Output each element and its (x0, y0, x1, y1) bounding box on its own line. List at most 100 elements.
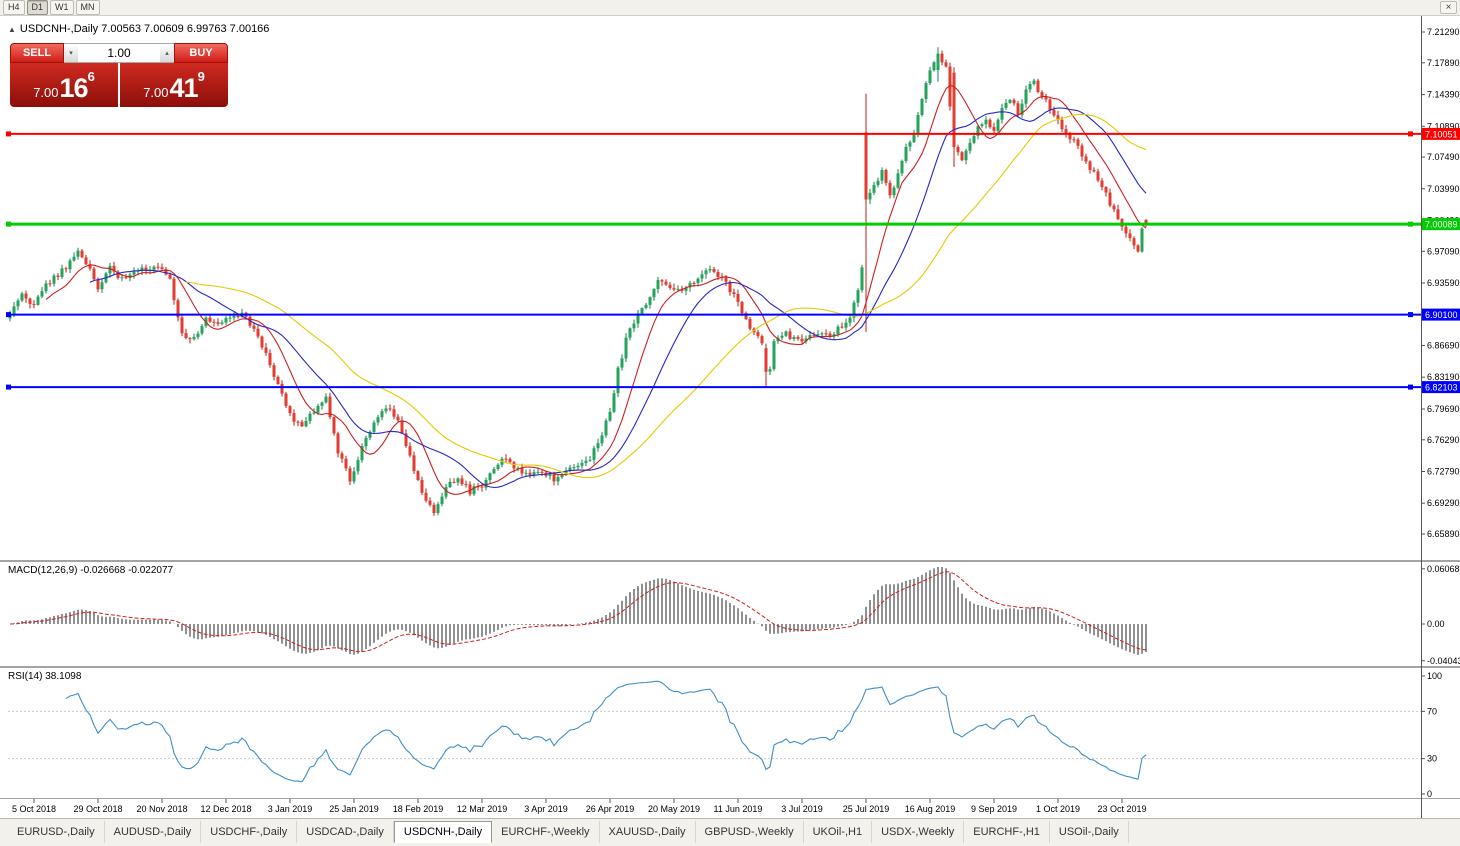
hline-right-handle[interactable] (1408, 131, 1413, 137)
hline-right-handle[interactable] (1408, 312, 1413, 318)
date-label: 3 Jul 2019 (781, 804, 823, 814)
hline-left-handle[interactable] (6, 384, 11, 390)
chart-title-text: USDCNH-,Daily 7.00563 7.00609 6.99763 7.… (19, 23, 270, 35)
period-buttons: H4 D1 W1 MN (3, 0, 100, 15)
price-tick-label: 6.86690 (1427, 341, 1460, 351)
volume-input[interactable]: 1.00 (78, 43, 160, 63)
ma-10-line (45, 84, 1147, 495)
date-axis: 5 Oct 2018 29 Oct 2018 20 Nov 2018 12 Dec 2… (12, 799, 1147, 814)
pane-separators[interactable] (0, 16, 1460, 818)
date-label: 20 May 2019 (648, 804, 700, 814)
date-label: 11 Jun 2019 (714, 804, 763, 814)
period-button-mn[interactable]: MN (75, 0, 100, 15)
tab-bar: EURUSD-,Daily AUDUSD-,Daily USDCHF-,Daily U… (0, 818, 1460, 846)
macd-signal-line (9, 571, 1147, 653)
ma-21-line (89, 107, 1147, 489)
price-axis: 7.21290 7.17890 7.14390 7.10890 7.07490 7.039… (1421, 27, 1460, 799)
chart-tab-ukoil-h1[interactable]: UKOil-,H1 (804, 821, 873, 843)
price-tick-label: 6.83190 (1427, 372, 1460, 382)
price-tick-label: 7.07490 (1427, 152, 1460, 162)
price-tick-label: 6.76290 (1427, 435, 1460, 445)
price-tick-label: 7.03990 (1427, 184, 1460, 194)
close-chart-button[interactable]: × (1440, 1, 1457, 14)
volume-decrease-button[interactable]: ▾ (64, 43, 78, 63)
bid-price-pip: 6 (87, 69, 95, 84)
price-tick-label: 6.72790 (1427, 467, 1460, 477)
ma-45-line (185, 113, 1147, 479)
price-badge-6.82103: 6.82103 (1425, 383, 1458, 393)
rsi-indicator (8, 680, 1421, 783)
chart-tab-usoil-daily[interactable]: USOil-,Daily (1050, 821, 1129, 843)
ask-price-pip: 9 (197, 69, 205, 84)
chart-tab-usdx-weekly[interactable]: USDX-,Weekly (872, 821, 965, 843)
period-button-d1[interactable]: D1 (26, 0, 49, 15)
macd-indicator-label: MACD(12,26,9) -0.026668 -0.022077 (8, 565, 174, 576)
chart-tab-eurusd-daily[interactable]: EURUSD-,Daily (8, 821, 105, 843)
chart-tab-gbpusd-weekly[interactable]: GBPUSD-,Weekly (696, 821, 804, 843)
hline-right-handle[interactable] (1408, 384, 1413, 390)
moving-averages (45, 84, 1147, 495)
price-tick-label: 6.79690 (1427, 404, 1460, 414)
ask-price-display[interactable]: 7.00 41 9 (120, 63, 228, 107)
rsi-tick-label: 100 (1427, 671, 1442, 681)
bid-price-main: 16 (59, 73, 89, 103)
date-label: 16 Aug 2019 (905, 804, 956, 814)
macd-tick-label: -0.04043 (1427, 656, 1460, 666)
rsi-tick-label: 0 (1427, 789, 1432, 799)
price-tick-label: 6.97090 (1427, 246, 1460, 256)
top-toolbar: H4 D1 W1 MN × (0, 0, 1460, 16)
volume-increase-button[interactable]: ▴ (160, 43, 174, 63)
rsi-indicator-label: RSI(14) 38.1098 (8, 671, 82, 682)
bid-price-prefix: 7.00 (33, 85, 59, 100)
bid-price-display[interactable]: 7.00 16 6 (10, 63, 118, 107)
macd-tick-label: 0.00 (1427, 619, 1445, 629)
date-label: 23 Oct 2019 (1097, 804, 1146, 814)
hline-left-handle[interactable] (6, 131, 11, 137)
candle-bodies (8, 53, 1148, 513)
price-tick-label: 7.14390 (1427, 90, 1460, 100)
chart-tab-eurchf-h1[interactable]: EURCHF-,H1 (964, 821, 1050, 843)
price-tick-label: 6.93590 (1427, 278, 1460, 288)
macd-indicator (9, 566, 1147, 655)
date-label: 20 Nov 2018 (136, 804, 187, 814)
sell-button[interactable]: SELL (10, 43, 64, 63)
date-label: 25 Jan 2019 (329, 804, 379, 814)
date-label: 9 Sep 2019 (971, 804, 1017, 814)
period-button-h4[interactable]: H4 (3, 0, 25, 15)
hline-left-handle[interactable] (6, 221, 11, 227)
one-click-trading-panel: SELL ▾ 1.00 ▴ BUY 7.00 16 6 7.00 41 9 (10, 43, 228, 107)
chart-canvas[interactable]: 7.21290 7.17890 7.14390 7.10890 7.07490 7.039… (0, 16, 1460, 818)
date-label: 5 Oct 2018 (12, 804, 56, 814)
price-tick-label: 7.21290 (1427, 27, 1460, 37)
date-label: 3 Apr 2019 (524, 804, 568, 814)
date-label: 3 Jan 2019 (268, 804, 313, 814)
chart-tab-audusd-daily[interactable]: AUDUSD-,Daily (105, 821, 202, 843)
hline-right-handle[interactable] (1408, 221, 1413, 227)
date-label: 12 Dec 2018 (200, 804, 251, 814)
rsi-tick-label: 70 (1427, 706, 1437, 716)
price-badge-box (1422, 127, 1460, 140)
buy-button[interactable]: BUY (174, 43, 228, 63)
one-click-collapse-icon[interactable]: ▲ (8, 24, 16, 34)
price-badge-box (1422, 381, 1460, 394)
price-badge-7.00089: 7.00089 (1425, 220, 1458, 230)
main-macd-separator (0, 560, 1460, 562)
rsi-dateaxis-separator (0, 798, 1460, 799)
price-tick-label: 7.17890 (1427, 58, 1460, 68)
date-label: 18 Feb 2019 (393, 804, 444, 814)
chart-tab-usdchf-daily[interactable]: USDCHF-,Daily (201, 821, 298, 843)
date-label: 1 Oct 2019 (1036, 804, 1080, 814)
period-button-w1[interactable]: W1 (50, 0, 74, 15)
price-badge-box (1422, 308, 1460, 321)
date-label: 29 Oct 2018 (73, 804, 122, 814)
price-tick-label: 6.65890 (1427, 529, 1460, 539)
date-label: 12 Mar 2019 (457, 804, 508, 814)
hline-left-handle[interactable] (6, 312, 11, 318)
price-tick-label: 6.69290 (1427, 498, 1460, 508)
chart-tab-usdcad-daily[interactable]: USDCAD-,Daily (297, 821, 394, 843)
macd-histogram (13, 566, 1147, 655)
chart-tab-eurchf-weekly[interactable]: EURCHF-,Weekly (492, 821, 600, 843)
price-badge-7.10051: 7.10051 (1425, 129, 1458, 139)
chart-tab-usdcnh-daily[interactable]: USDCNH-,Daily (393, 821, 493, 843)
chart-tab-xauusd-daily[interactable]: XAUUSD-,Daily (600, 821, 696, 843)
